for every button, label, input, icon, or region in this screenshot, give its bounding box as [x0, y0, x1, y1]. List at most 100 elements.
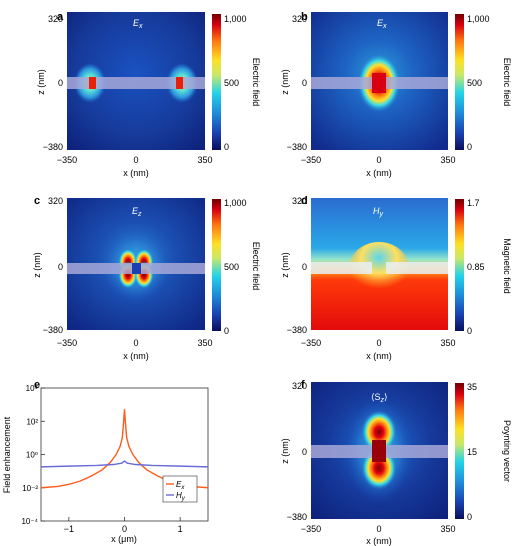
x-axis-label: x (nm)	[123, 351, 149, 361]
colorbar-tick: 0.85	[467, 262, 485, 272]
z-tick: 0	[302, 262, 307, 272]
panel-b: b Ex 320 0 −380 −350 0 350 x (nm) z (nm)…	[280, 11, 512, 178]
x-tick: −350	[57, 338, 77, 348]
legend-label-hy: Hy	[176, 491, 186, 502]
x-axis-label: x (nm)	[366, 351, 392, 361]
colorbar-label: Poynting vector	[502, 420, 512, 482]
colorbar-tick: 15	[467, 447, 477, 457]
z-tick: −380	[287, 142, 307, 152]
gap	[132, 263, 141, 274]
z-axis-label: z (nm)	[280, 252, 290, 278]
gap-field	[176, 77, 183, 89]
metal-film	[67, 77, 89, 89]
z-tick: 320	[48, 196, 63, 206]
z-tick: 0	[58, 262, 63, 272]
colorbar-label: Electric field	[251, 242, 261, 291]
panel-letter: f	[301, 379, 305, 391]
colorbar	[455, 383, 464, 519]
map-label: Ez	[132, 206, 142, 218]
x-tick: 350	[440, 338, 455, 348]
y-tick-label: 10⁻⁴	[21, 517, 38, 526]
colorbar-tick: 1,000	[224, 198, 247, 208]
y-tick-label: 10⁻²	[22, 484, 38, 493]
x-tick: −350	[57, 155, 77, 165]
panel-a: a Ex 320 0 −380 −350 0 350 x (nm) z (nm)…	[36, 11, 261, 178]
metal-film	[67, 263, 132, 274]
x-tick: 0	[133, 338, 138, 348]
colorbar-label: Electric field	[502, 58, 512, 107]
metal-film	[96, 77, 176, 89]
metal-film	[311, 262, 372, 274]
map-label: Ex	[377, 18, 387, 30]
gap-field	[372, 73, 386, 93]
y-tick-label: 10²	[26, 417, 38, 426]
x-tick-label: −1	[64, 524, 74, 534]
z-axis-label: z (nm)	[280, 438, 290, 464]
tick-labels: 10⁴ 10² 10⁰ 10⁻² 10⁻⁴ −1 0 1	[21, 384, 182, 534]
metal-film	[183, 77, 205, 89]
colorbar	[212, 14, 221, 150]
x-axis-label: x (μm)	[111, 534, 137, 544]
series-line-ex	[41, 408, 208, 489]
legend-label-ex: Ex	[176, 480, 185, 491]
panel-letter: a	[57, 11, 64, 23]
panel-d: d Hy 320 0 −380 −350 0 350 x (nm) z (nm)…	[280, 195, 512, 361]
panel-letter: e	[34, 379, 40, 391]
colorbar-tick: 0	[224, 326, 229, 336]
gap-field	[372, 440, 386, 462]
z-axis-label: z (nm)	[32, 252, 42, 278]
colorbar	[455, 199, 464, 331]
y-tick-label: 10⁰	[26, 451, 38, 460]
x-tick: 350	[197, 155, 212, 165]
panel-letter: c	[34, 195, 40, 207]
colorbar	[455, 14, 464, 150]
colorbar-tick: 500	[224, 262, 239, 272]
z-tick: −380	[43, 142, 63, 152]
hotspot-upper	[361, 410, 397, 454]
colorbar-label: Electric field	[251, 58, 261, 107]
colorbar-tick: 0	[467, 142, 472, 152]
legend: Ex Hy	[162, 475, 198, 503]
colorbar-tick: 0	[467, 512, 472, 522]
colorbar-tick: 0	[467, 326, 472, 336]
panel-f: f ⟨Sz⟩ 320 0 −380 −350 0 350 x (nm) z (n…	[280, 379, 512, 546]
panel-c: c Ez 320 0 −380 −350 0 350 x (nm) z (nm)…	[32, 195, 261, 361]
z-tick: 0	[302, 447, 307, 457]
z-tick: −380	[43, 325, 63, 335]
z-tick: 320	[48, 14, 63, 24]
z-axis-label: z (nm)	[36, 69, 46, 95]
z-tick: −380	[287, 512, 307, 522]
z-tick: 320	[292, 196, 307, 206]
colorbar-tick: 500	[467, 78, 482, 88]
y-axis-label: Field enhancement	[2, 416, 12, 493]
hotspot-center	[349, 242, 409, 294]
z-axis-label: z (nm)	[280, 69, 290, 95]
map-label: Ex	[133, 18, 143, 30]
x-tick: −350	[301, 524, 321, 534]
x-tick: 0	[133, 155, 138, 165]
colorbar-tick: 1,000	[467, 14, 490, 24]
metal-film	[141, 263, 205, 274]
map-label: ⟨Sz⟩	[371, 392, 388, 404]
x-tick-label: 0	[122, 524, 127, 534]
x-axis-label: x (nm)	[366, 536, 392, 546]
colorbar-tick: 0	[224, 142, 229, 152]
x-tick: 350	[440, 524, 455, 534]
metal-film	[311, 77, 372, 89]
colorbar-label: Magnetic field	[502, 238, 512, 294]
colorbar-tick: 1,000	[224, 14, 247, 24]
colorbar-tick: 1.7	[467, 198, 480, 208]
map-label: Hy	[373, 206, 384, 218]
z-tick: 0	[302, 78, 307, 88]
colorbar-tick: 35	[467, 382, 477, 392]
colorbar	[212, 199, 221, 331]
x-tick: 350	[440, 155, 455, 165]
x-tick: 0	[376, 524, 381, 534]
x-tick: 350	[197, 338, 212, 348]
metal-film	[386, 445, 448, 458]
panel-letter: d	[301, 195, 308, 207]
x-tick-label: 1	[178, 524, 183, 534]
x-tick: −350	[301, 338, 321, 348]
plot-lines	[41, 408, 208, 489]
